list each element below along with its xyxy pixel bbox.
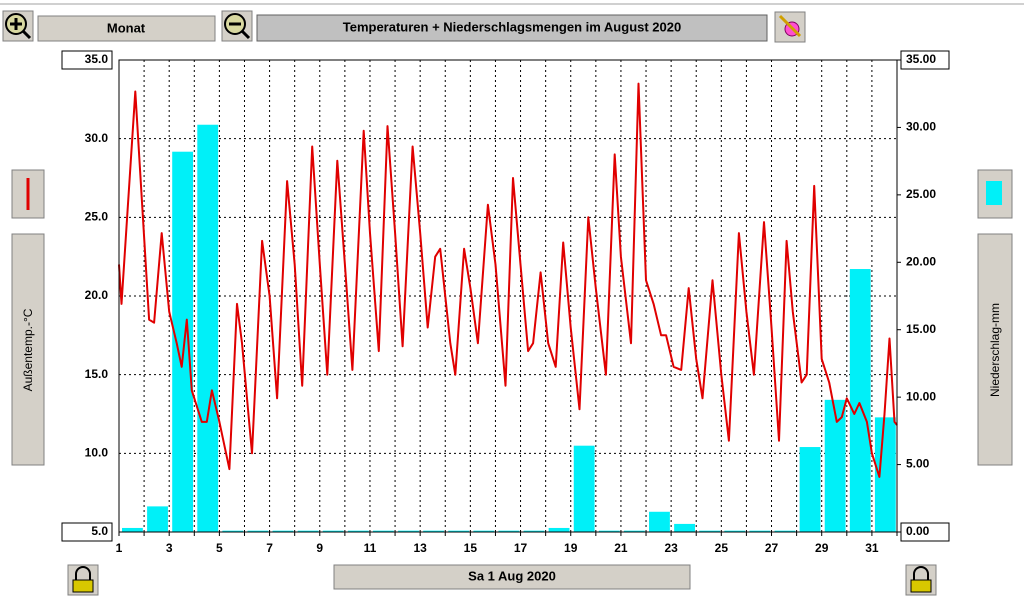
bar	[398, 530, 419, 532]
lock-right-button[interactable]	[905, 564, 937, 596]
bar	[473, 530, 495, 532]
bar	[623, 530, 645, 532]
bar	[724, 530, 746, 532]
bar	[172, 151, 194, 532]
x-tick-label: 3	[166, 541, 173, 555]
x-tick-label: 13	[413, 541, 427, 555]
x-tick-label: 17	[514, 541, 528, 555]
x-tick-label: 25	[715, 541, 729, 555]
bar	[649, 511, 670, 532]
tick-label-box	[900, 522, 950, 542]
date-button[interactable]: Sa 1 Aug 2020	[333, 564, 691, 590]
x-tick-label: 7	[266, 541, 273, 555]
y2-tick-label: 10.00	[906, 389, 936, 403]
temperature-axis-button[interactable]: Außentemp.-°C	[11, 233, 45, 466]
y-tick-label: 30.0	[85, 131, 109, 145]
x-tick-label: 11	[364, 541, 377, 555]
rain-legend-button[interactable]	[977, 169, 1013, 219]
title-bar: Temperaturen + Niederschlagsmengen im Au…	[256, 14, 768, 42]
bar	[849, 269, 871, 532]
plot-border	[118, 59, 898, 533]
x-tick-label: 21	[614, 541, 628, 555]
bar	[573, 445, 595, 532]
x-tick-label: 9	[316, 541, 323, 555]
y-tick-label: 35.0	[85, 52, 109, 66]
y-tick-label: 15.0	[85, 367, 109, 381]
y-tick-label: 20.0	[85, 288, 109, 302]
y-tick-label: 25.0	[85, 210, 109, 224]
zoom-out-button[interactable]	[221, 10, 253, 42]
y-tick-label: 10.0	[85, 446, 109, 460]
tick-label-box	[900, 50, 950, 70]
y2-tick-label: 0.00	[906, 524, 930, 538]
chart-title: Temperaturen + Niederschlagsmengen im Au…	[343, 19, 681, 34]
bar	[498, 530, 520, 532]
y-tick-label: 5.0	[91, 524, 108, 538]
y2-axis-label: Niederschlag-mm	[988, 303, 1002, 397]
bar	[774, 530, 796, 532]
x-tick-label: 31	[865, 541, 879, 555]
y2-tick-label: 25.00	[906, 187, 936, 201]
bar	[272, 530, 294, 532]
tick-label-box	[61, 50, 113, 70]
y-axis-label: Außentemp.-°C	[21, 308, 35, 391]
x-tick-label: 29	[815, 541, 829, 555]
bar	[372, 530, 394, 532]
date-button-label: Sa 1 Aug 2020	[468, 568, 556, 583]
bar	[147, 506, 168, 532]
x-tick-label: 1	[116, 541, 123, 555]
bar	[297, 530, 319, 532]
bar	[222, 530, 244, 532]
x-tick-label: 23	[664, 541, 678, 555]
x-tick-label: 5	[216, 541, 223, 555]
rain-axis-button[interactable]: Niederschlag-mm	[977, 233, 1013, 466]
x-tick-label: 15	[464, 541, 478, 555]
bar	[523, 530, 545, 532]
bar	[247, 530, 269, 532]
bar	[548, 527, 570, 532]
bar	[423, 530, 445, 532]
bar	[122, 527, 143, 532]
bar	[448, 530, 470, 532]
temperature-legend-button[interactable]	[11, 169, 45, 219]
bar	[598, 530, 620, 532]
y2-tick-label: 20.00	[906, 254, 936, 268]
bar	[824, 399, 846, 532]
lock-left-button[interactable]	[67, 564, 99, 596]
y2-tick-label: 15.00	[906, 322, 936, 336]
bar	[749, 530, 771, 532]
bar	[799, 447, 821, 532]
bar	[699, 530, 721, 532]
tick-label-box	[61, 522, 113, 542]
bar	[322, 530, 344, 532]
bar	[874, 417, 896, 532]
temperature-line	[118, 82, 898, 478]
bar	[347, 530, 369, 532]
period-button[interactable]: Monat	[37, 15, 216, 42]
y2-tick-label: 5.00	[906, 457, 930, 471]
paint-button[interactable]	[774, 11, 806, 43]
zoom-in-button[interactable]	[2, 10, 34, 42]
period-button-label: Monat	[107, 20, 146, 35]
y2-tick-label: 30.00	[906, 120, 936, 134]
x-tick-label: 19	[564, 541, 578, 555]
bar	[674, 523, 695, 532]
y2-tick-label: 35.00	[906, 52, 936, 66]
x-tick-label: 27	[765, 541, 779, 555]
bar	[197, 124, 219, 532]
